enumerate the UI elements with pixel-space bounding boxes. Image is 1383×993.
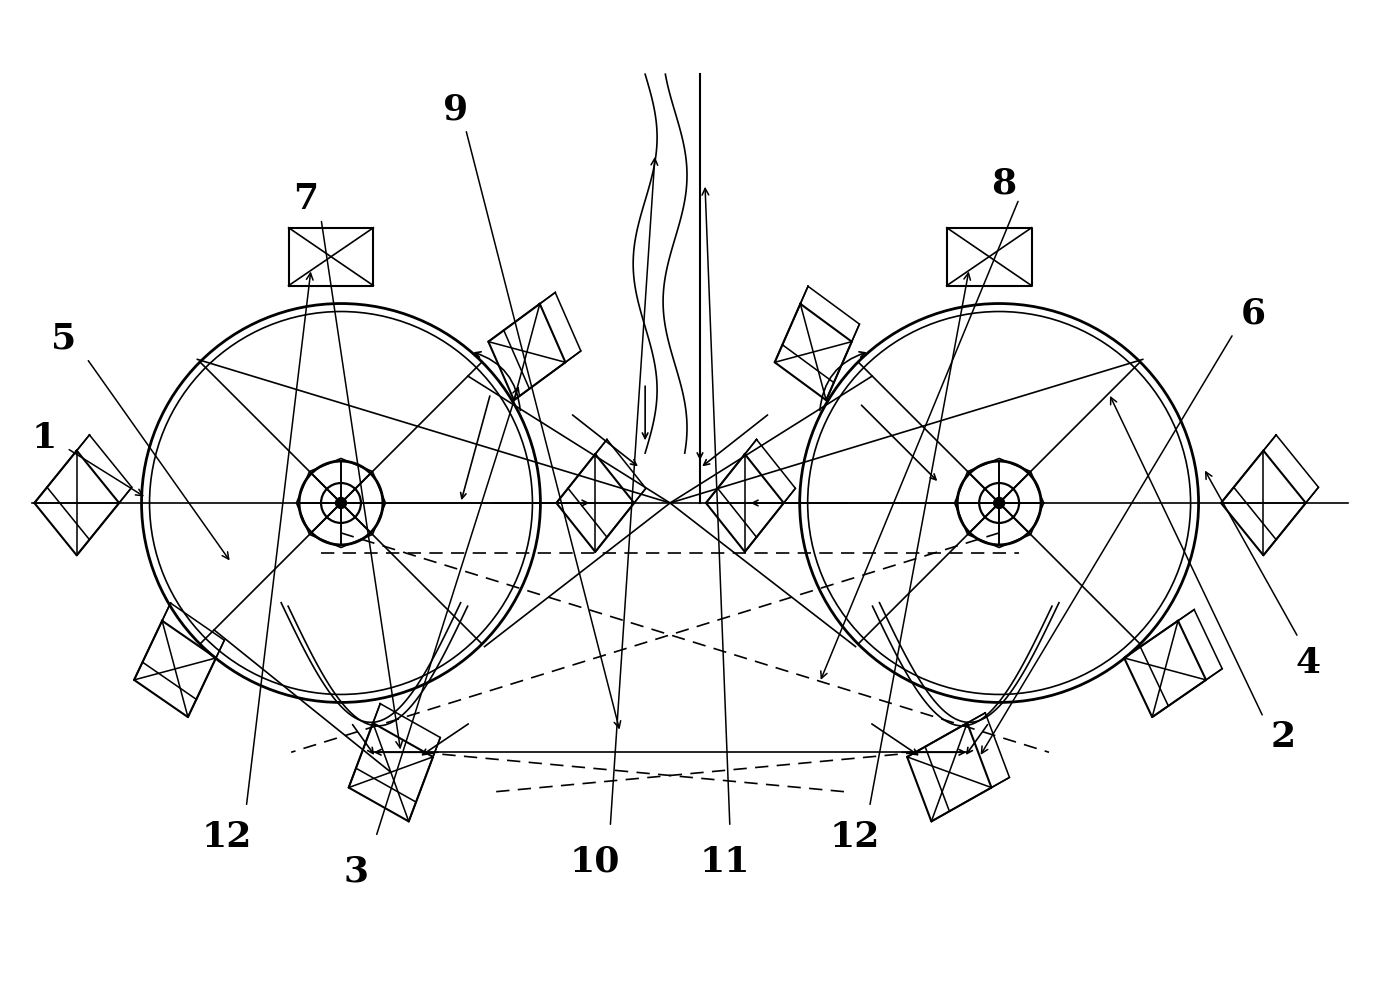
Text: 7: 7 xyxy=(293,182,318,215)
Circle shape xyxy=(336,497,347,508)
Text: 8: 8 xyxy=(992,167,1017,201)
Text: 9: 9 xyxy=(443,92,469,126)
Text: 4: 4 xyxy=(1296,645,1321,679)
Text: 6: 6 xyxy=(1241,297,1265,331)
Text: 3: 3 xyxy=(343,855,368,889)
Text: 10: 10 xyxy=(570,845,621,879)
Text: 11: 11 xyxy=(700,845,750,879)
Text: 1: 1 xyxy=(32,421,57,455)
Text: 5: 5 xyxy=(51,322,76,355)
Circle shape xyxy=(993,497,1004,508)
Text: 12: 12 xyxy=(830,820,880,854)
Text: 2: 2 xyxy=(1271,720,1296,755)
Text: 12: 12 xyxy=(201,820,252,854)
